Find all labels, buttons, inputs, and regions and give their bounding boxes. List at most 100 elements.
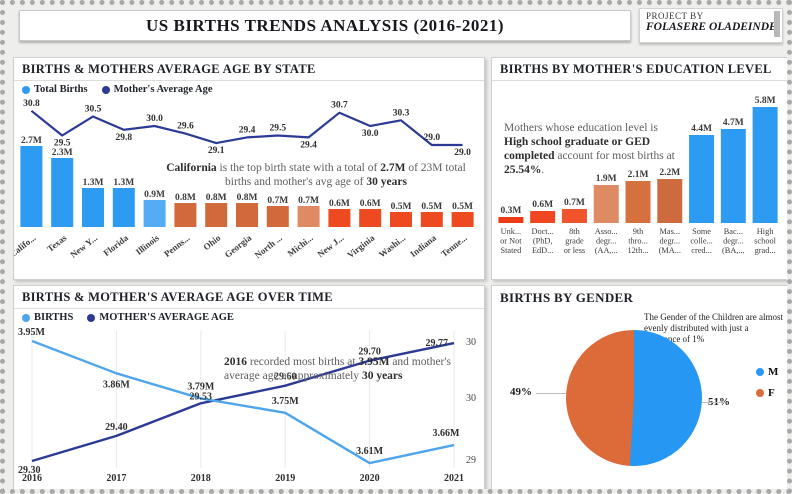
bar-5.8M[interactable] — [752, 107, 778, 223]
births-line[interactable] — [31, 339, 455, 465]
line-value-label: 29.6 — [177, 122, 194, 132]
mothers-age-line[interactable] — [31, 341, 455, 463]
bar-value-label: 0.6M — [360, 199, 381, 209]
x-axis-label: 9th — [633, 227, 644, 236]
right-axis-tick: 29 — [466, 455, 476, 466]
bar-value-label: 0.8M — [237, 193, 258, 203]
x-axis-label: Florida — [101, 232, 130, 258]
x-axis-label: thro... — [628, 237, 648, 246]
bar-0.3M[interactable] — [498, 217, 524, 223]
bar-Indiana[interactable] — [420, 212, 443, 227]
bar-value-label: 0.6M — [329, 199, 350, 209]
age-value-label: 29.30 — [18, 465, 41, 476]
bar-value-label: 2.7M — [21, 136, 42, 146]
legend: BIRTHS MOTHER'S AVERAGE AGE — [14, 309, 484, 323]
pie-legend: M F — [756, 366, 778, 399]
chart-title: BIRTHS BY MOTHER'S EDUCATION LEVEL — [492, 58, 787, 81]
legend-label: M — [768, 366, 779, 378]
bar-Illinois[interactable] — [143, 200, 166, 227]
year-label: 2020 — [360, 473, 380, 484]
time-line-chart[interactable]: 2016 2017 2018 2019 2020 2021 3.95M 3.86M 3.79M 3… — [14, 323, 480, 489]
bar-Georgia[interactable] — [236, 203, 258, 227]
legend-dot-icon — [22, 313, 30, 322]
x-axis-label: (BA,... — [722, 246, 745, 255]
legend-item-female[interactable]: F — [756, 387, 778, 399]
bar-4.7M[interactable] — [720, 129, 746, 223]
bar-Califo...[interactable] — [20, 146, 43, 227]
births-value-label: 3.66M — [433, 428, 461, 439]
legend-label: Total Births — [34, 84, 88, 95]
education-annotation: Mothers whose education level is High sc… — [504, 122, 675, 177]
x-axis-label: (PhD, — [533, 237, 553, 246]
x-axis-label: Doct... — [531, 227, 553, 236]
x-axis-label: degr... — [660, 237, 681, 246]
bar-4.4M[interactable] — [689, 135, 715, 223]
x-axis-label: Tenne... — [439, 233, 469, 259]
state-combo-chart[interactable]: 2.7M 2.3M 1.3M 1.3M 0.9M 0.8M 0.8M 0.8M 0.7M 0.7M… — [8, 95, 480, 277]
year-label: 2017 — [106, 473, 126, 484]
x-axis-label: Illinois — [134, 232, 161, 257]
x-axis-label: degr... — [596, 237, 617, 246]
line-value-label: 29.5 — [54, 139, 71, 149]
bar-New Y...[interactable] — [82, 188, 104, 227]
legend-item-mothers-age[interactable]: Mother's Average Age — [101, 84, 213, 95]
x-axis-label: Unk... — [501, 227, 522, 236]
bar-Ohio[interactable] — [205, 203, 228, 227]
x-axis-label: degr... — [723, 237, 744, 246]
bar-Michi...[interactable] — [297, 206, 320, 227]
x-axis-label: grade — [565, 237, 584, 246]
year-label: 2019 — [275, 473, 295, 484]
x-axis-label: North ... — [253, 233, 284, 261]
x-axis-label: grad... — [755, 246, 776, 255]
bar-2.1M[interactable] — [625, 181, 651, 223]
scrollbar-thumb[interactable] — [774, 11, 780, 37]
legend-item-mothers-age[interactable]: MOTHER'S AVERAGE AGE — [87, 312, 234, 323]
bar-Tenne...[interactable] — [451, 212, 474, 227]
legend: Total Births Mother's Average Age — [14, 81, 484, 95]
line-value-label: 30.0 — [362, 129, 379, 139]
births-value-label: 3.61M — [356, 446, 384, 457]
bar-Florida[interactable] — [112, 188, 135, 227]
bar-Penns...[interactable] — [174, 203, 197, 227]
line-value-label: 29.0 — [454, 148, 471, 158]
bar-Texas[interactable] — [51, 158, 74, 227]
legend-item-male[interactable]: M — [756, 366, 778, 378]
x-axis-label: or less — [564, 246, 585, 255]
legend-dot-icon — [22, 85, 30, 94]
bar-2.2M[interactable] — [657, 179, 683, 223]
bar-Virginia[interactable] — [359, 209, 382, 227]
legend-label: F — [768, 387, 775, 399]
legend-item-total-births[interactable]: Total Births — [22, 84, 88, 95]
legend-label: BIRTHS — [34, 312, 74, 323]
bar-0.6M[interactable] — [530, 211, 556, 223]
gender-pie-chart[interactable] — [566, 330, 702, 466]
bar-value-label: 1.3M — [113, 178, 134, 188]
x-axis-label: Virginia — [345, 232, 377, 260]
x-axis-label: Asso... — [595, 227, 618, 236]
panel-births-over-time: BIRTHS & MOTHER'S AVERAGE AGE OVER TIME … — [13, 285, 485, 489]
bar-Washi...[interactable] — [390, 212, 412, 227]
x-axis-label: Mas... — [660, 227, 681, 236]
age-value-label: 29.77 — [426, 338, 449, 349]
bar-North ...[interactable] — [266, 206, 289, 227]
bar-0.7M[interactable] — [561, 209, 587, 223]
age-value-label: 29.53 — [190, 391, 213, 402]
mothers-age-line[interactable] — [30, 109, 463, 147]
line-value-label: 29.1 — [208, 146, 225, 156]
x-axis-label: Penns... — [162, 233, 192, 259]
bar-value-label: 0.8M — [175, 193, 196, 203]
legend-dot-icon — [87, 313, 96, 322]
x-axis-label: cred... — [691, 246, 712, 255]
bar-1.9M[interactable] — [593, 185, 619, 223]
line-value-label: 30.5 — [85, 105, 102, 115]
panel-births-by-state: BIRTHS & MOTHERS AVERAGE AGE BY STATE To… — [8, 57, 485, 280]
gender-annotation: The Gender of the Children are almost ev… — [644, 312, 783, 344]
bar-value-label: 0.6M — [532, 200, 553, 210]
bar-New J...[interactable] — [328, 209, 351, 227]
bar-value-label: 2.2M — [659, 168, 680, 178]
legend-item-births[interactable]: BIRTHS — [22, 312, 73, 323]
x-axis-label: EdD... — [532, 246, 553, 255]
legend-dot-icon — [756, 368, 764, 376]
